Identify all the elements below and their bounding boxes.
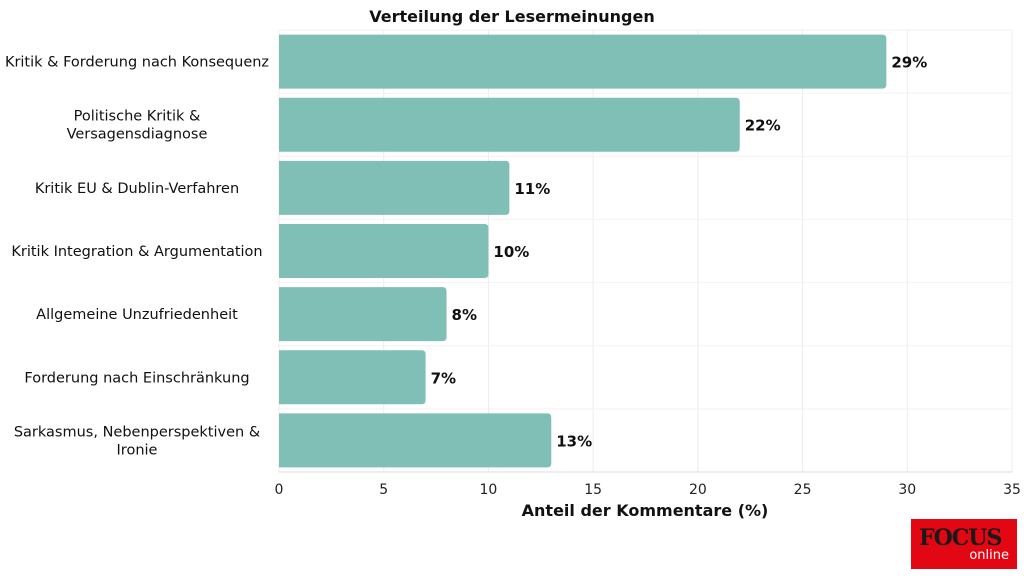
x-tick-label: 20 — [689, 482, 707, 498]
y-tick-label: Forderung nach Einschränkung — [24, 370, 249, 386]
data-label: 10% — [493, 243, 529, 261]
bar — [279, 34, 887, 89]
bar — [279, 160, 510, 215]
data-label: 7% — [431, 369, 456, 387]
data-label: 29% — [891, 54, 927, 72]
bar — [279, 287, 447, 342]
bar — [279, 97, 740, 152]
y-tick-label: Politische Kritik & — [74, 109, 201, 125]
focus-online-logo: FOCUS online — [911, 519, 1017, 569]
data-label: 11% — [514, 180, 550, 198]
logo-brand: FOCUS — [919, 525, 1002, 551]
data-label: 8% — [452, 306, 477, 324]
y-tick-label: Kritik & Forderung nach Konsequenz — [5, 55, 269, 71]
x-tick-label: 5 — [379, 482, 388, 498]
y-tick-label: Kritik EU & Dublin-Verfahren — [35, 181, 239, 197]
x-tick-label: 0 — [275, 482, 284, 498]
x-tick-label: 25 — [794, 482, 812, 498]
y-tick-label: Kritik Integration & Argumentation — [11, 244, 262, 260]
logo-sub: online — [969, 548, 1009, 563]
data-label: 13% — [556, 432, 592, 450]
y-tick-label: Allgemeine Unzufriedenheit — [36, 307, 238, 323]
x-tick-label: 30 — [898, 482, 916, 498]
x-tick-label: 10 — [480, 482, 498, 498]
y-tick-label: Versagensdiagnose — [67, 127, 208, 143]
chart-title: Verteilung der Lesermeinungen — [369, 7, 654, 26]
y-tick-label: Sarkasmus, Nebenperspektiven & — [14, 424, 260, 440]
data-label: 22% — [745, 117, 781, 135]
bar — [279, 350, 426, 405]
y-tick-label: Ironie — [117, 442, 158, 458]
x-tick-label: 35 — [1003, 482, 1021, 498]
x-axis-label: Anteil der Kommentare (%) — [522, 501, 769, 520]
x-tick-label: 15 — [584, 482, 602, 498]
bar — [279, 224, 489, 278]
bar — [279, 413, 552, 468]
